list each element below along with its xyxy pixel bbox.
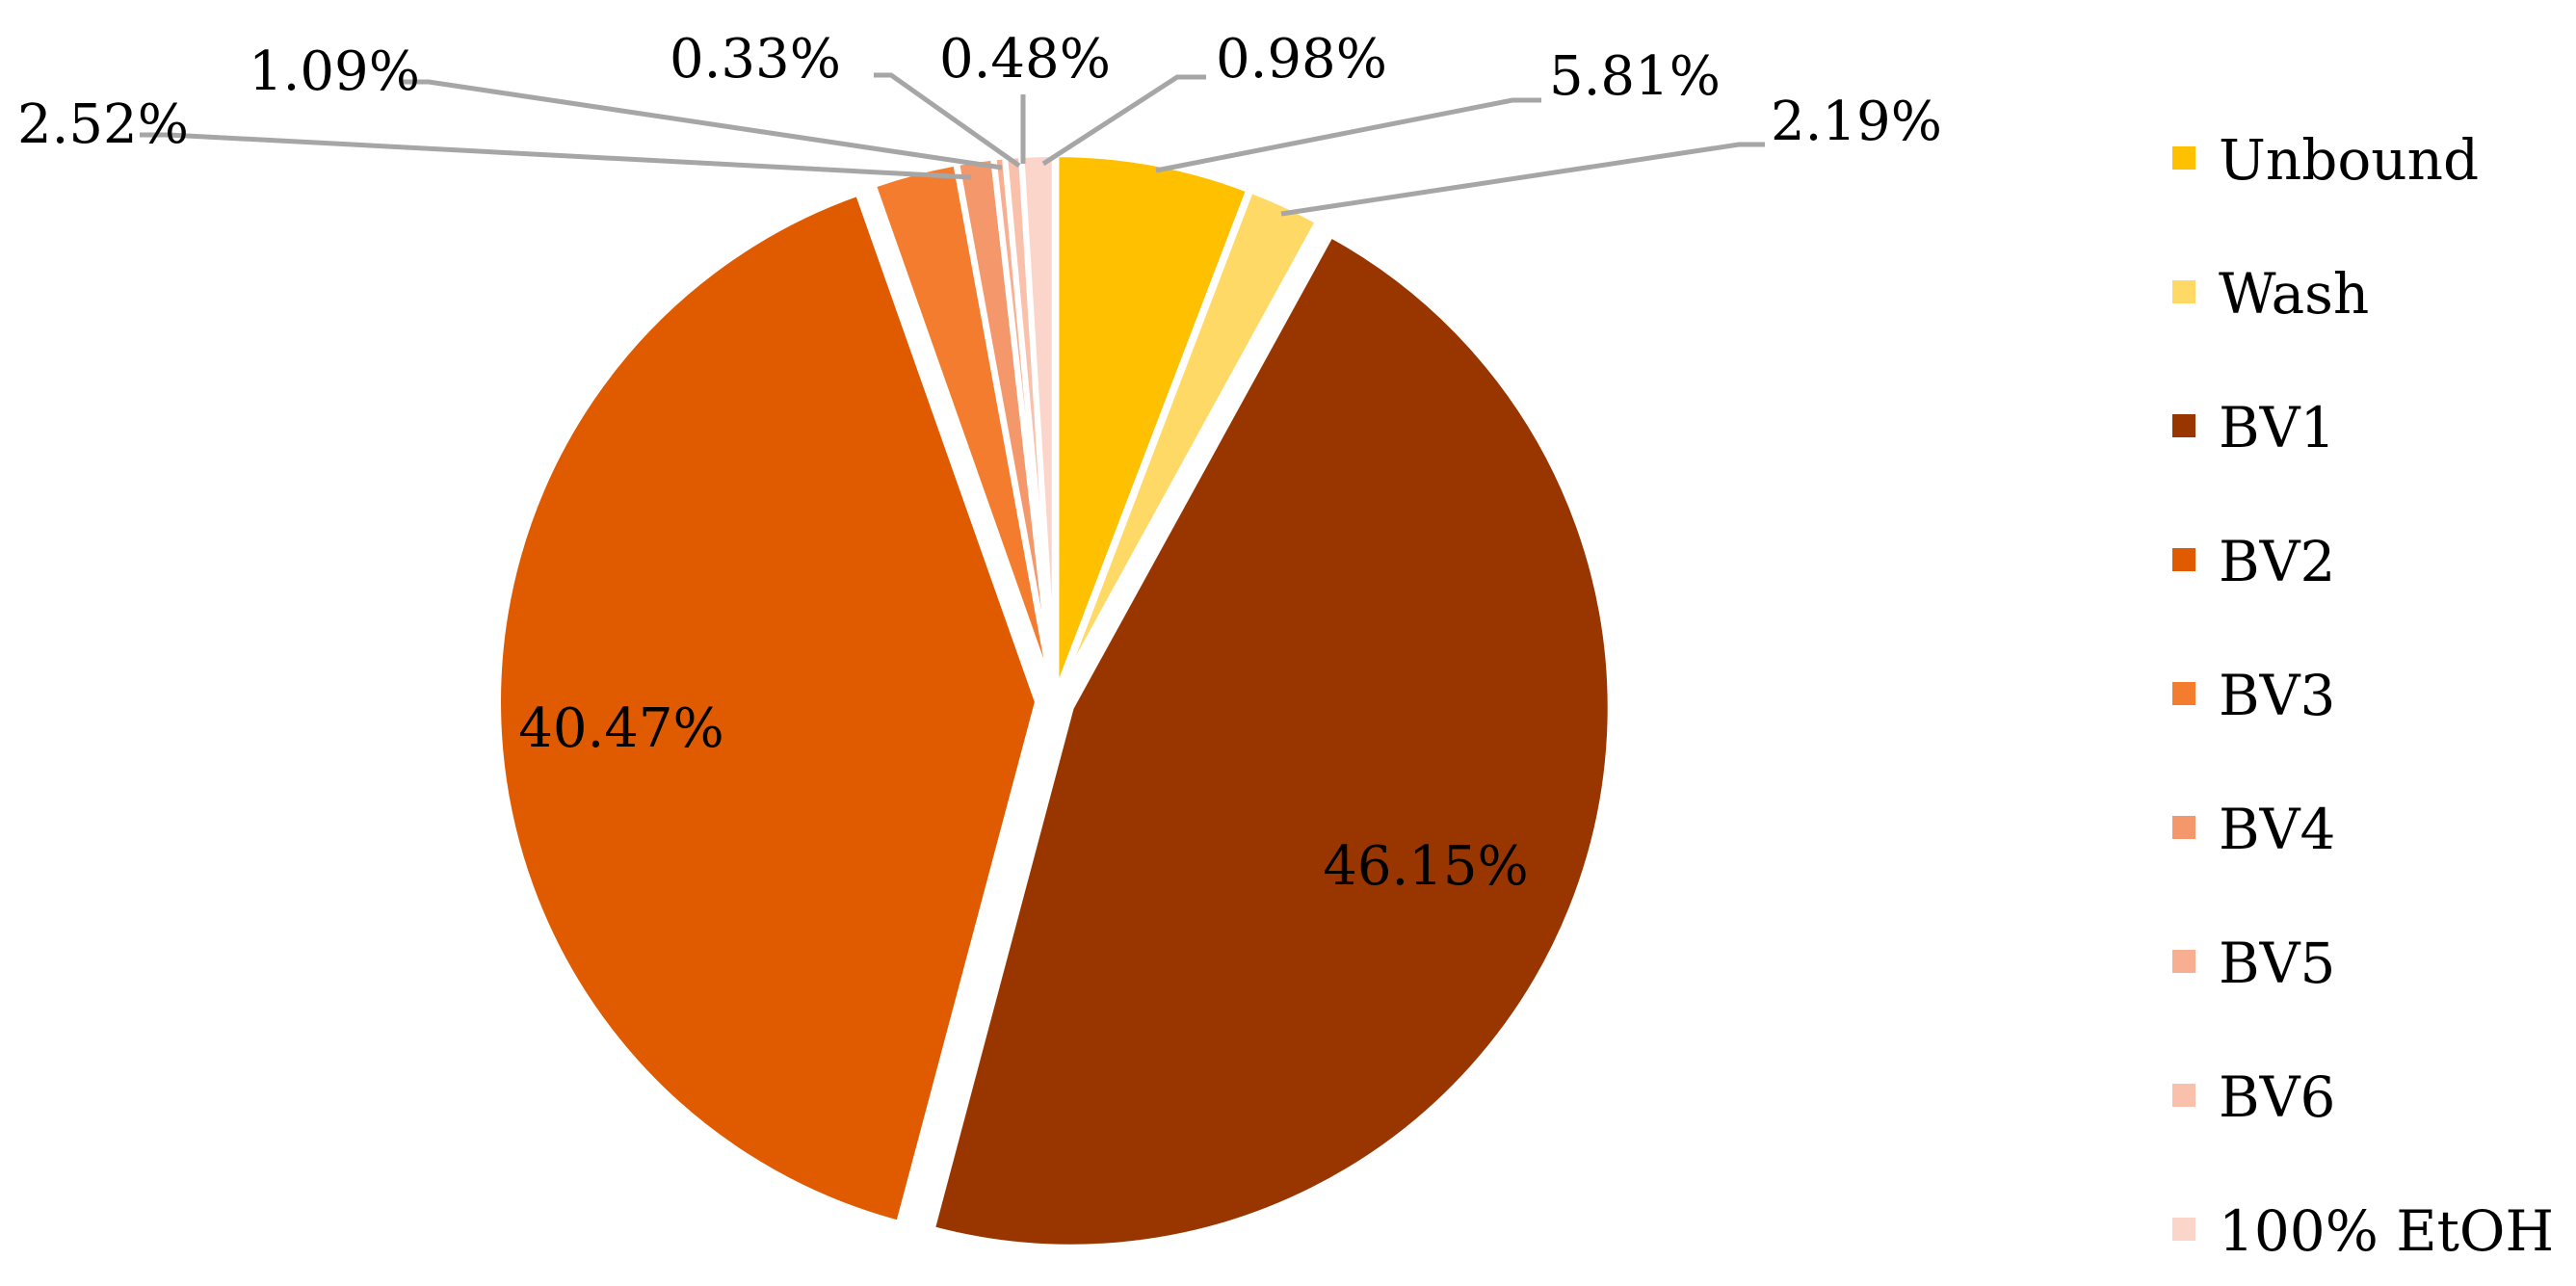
legend-item-bv6: BV6 xyxy=(2172,1064,2335,1130)
leader-line-bv4 xyxy=(400,79,1003,171)
leader-lines xyxy=(140,72,1765,217)
legend-swatch-100-etoh xyxy=(2172,1218,2195,1241)
legend-label-wash: Wash xyxy=(2219,261,2369,327)
legend-label-bv3: BV3 xyxy=(2219,663,2335,728)
legend-swatch-wash xyxy=(2172,280,2195,303)
legend-label-bv1: BV1 xyxy=(2219,395,2335,460)
pie-slice-unbound xyxy=(1053,151,1252,697)
legend-swatch-bv5 xyxy=(2172,950,2195,973)
legend-swatch-bv1 xyxy=(2172,414,2195,437)
leader-line-bv3 xyxy=(140,132,972,180)
legend-item-bv4: BV4 xyxy=(2172,797,2335,862)
legend-swatch-unbound xyxy=(2172,146,2195,170)
legend-item-unbound: Unbound xyxy=(2172,127,2479,193)
leader-line-100-etoh xyxy=(1041,74,1206,167)
legend-label-bv4: BV4 xyxy=(2219,797,2335,862)
data-label-bv6: 0.48% xyxy=(939,28,1111,91)
data-label-bv2: 40.47% xyxy=(518,697,724,760)
legend-item-bv3: BV3 xyxy=(2172,663,2335,728)
legend: Unbound Wash BV1 BV2 BV3 BV4 BV5 BV6 100% EtOH xyxy=(2172,127,2554,1264)
legend-swatch-bv3 xyxy=(2172,682,2195,705)
legend-item-bv1: BV1 xyxy=(2172,395,2335,460)
pie-slice-wash xyxy=(1055,187,1322,697)
legend-swatch-bv2 xyxy=(2172,548,2195,571)
data-label-100-etoh: 0.98% xyxy=(1216,28,1387,91)
leader-line-unbound xyxy=(1155,97,1541,173)
data-label-bv5: 0.33% xyxy=(670,28,841,91)
pie-slice-bv1 xyxy=(929,231,1614,1250)
leader-line-bv5 xyxy=(874,72,1021,169)
legend-label-bv6: BV6 xyxy=(2219,1064,2335,1130)
data-label-unbound: 5.81% xyxy=(1549,45,1721,108)
pie-slice-bv2 xyxy=(495,190,1041,1226)
data-label-bv3: 2.52% xyxy=(17,93,189,156)
legend-label-100-etoh: 100% EtOH xyxy=(2219,1198,2554,1264)
legend-label-unbound: Unbound xyxy=(2219,127,2479,193)
legend-item-bv5: BV5 xyxy=(2172,931,2335,996)
leader-line-wash xyxy=(1280,142,1765,217)
legend-item-bv2: BV2 xyxy=(2172,529,2335,594)
legend-item-wash: Wash xyxy=(2172,261,2369,327)
data-label-bv4: 1.09% xyxy=(249,40,420,103)
data-label-bv1: 46.15% xyxy=(1323,835,1529,898)
legend-item-100-etoh: 100% EtOH xyxy=(2172,1198,2554,1264)
legend-swatch-bv6 xyxy=(2172,1084,2195,1107)
legend-label-bv5: BV5 xyxy=(2219,931,2335,996)
data-labels: 5.81% 2.19% 46.15% 40.47% 2.52% 1.09% 0.33% 0.4… xyxy=(17,28,1942,898)
legend-label-bv2: BV2 xyxy=(2219,529,2335,594)
legend-swatch-bv4 xyxy=(2172,816,2195,839)
data-label-wash: 2.19% xyxy=(1771,91,1942,153)
